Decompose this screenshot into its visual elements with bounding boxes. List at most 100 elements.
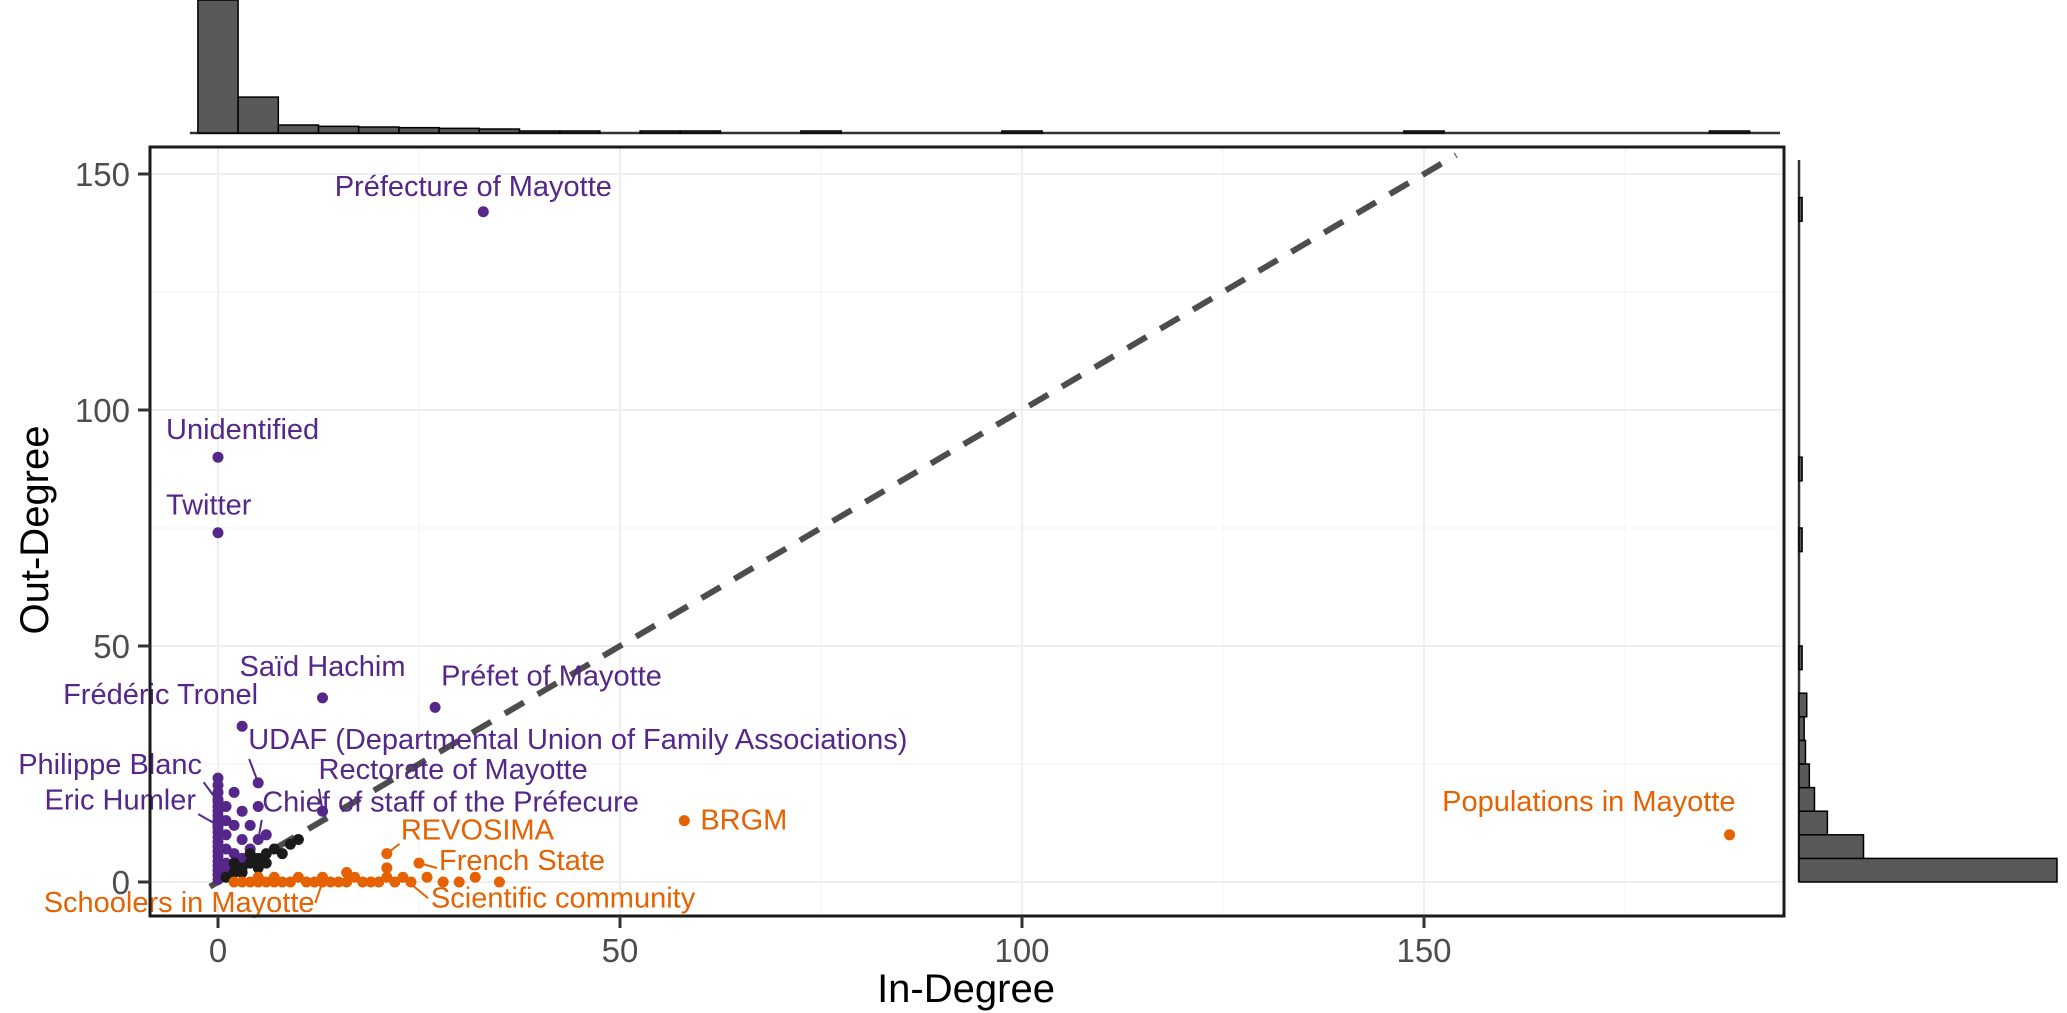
right-histogram-bar — [1798, 763, 1811, 789]
scatter-point — [252, 800, 264, 812]
scatter-point — [228, 819, 240, 831]
point-label: Rectorate of Mayotte — [319, 754, 588, 786]
point-label: Philippe Blanc — [18, 749, 202, 781]
scatter-point — [678, 815, 690, 827]
point-label: Twitter — [166, 490, 252, 522]
scatter-point — [244, 857, 256, 869]
scatter-point — [292, 871, 304, 883]
scatter-point — [437, 876, 449, 888]
label-leader-line — [317, 788, 324, 812]
right-histogram-bar — [1798, 456, 1803, 482]
scatter-point — [212, 451, 224, 463]
y-tick-label: 150 — [75, 156, 130, 193]
scatter-point — [212, 527, 224, 539]
scatter-point — [284, 876, 296, 888]
x-axis-title: In-Degree — [877, 967, 1055, 1011]
scatter-point — [421, 871, 433, 883]
top-histogram-bar — [438, 127, 481, 134]
x-tick-label: 0 — [209, 932, 227, 969]
scatter-point — [236, 852, 248, 864]
point-label: French State — [439, 845, 605, 877]
label-leader-line — [418, 862, 438, 869]
y-tick-label: 50 — [93, 628, 130, 665]
scatter-point — [373, 876, 385, 888]
grid-layer — [150, 147, 1784, 916]
scatter-point — [220, 815, 232, 827]
scatter-point — [308, 876, 320, 888]
scatter-point — [381, 862, 393, 874]
point-label: Préfecture of Mayotte — [335, 171, 612, 203]
point-label: UDAF (Departmental Union of Family Assoc… — [248, 724, 907, 756]
identity-line-layer — [208, 152, 1458, 890]
y-tick-label: 0 — [112, 864, 130, 901]
right-histogram-bar — [1798, 786, 1816, 812]
scatter-point — [252, 852, 264, 864]
top-histogram-bar — [558, 130, 601, 134]
scatter-point — [268, 871, 280, 883]
point-label: Saïd Hachim — [240, 651, 406, 683]
scatter-point — [236, 876, 248, 888]
scatter-point — [349, 871, 361, 883]
top-histogram-bar — [1403, 130, 1445, 134]
label-leader-line — [202, 781, 219, 803]
identity-dashed-line — [208, 152, 1458, 890]
label-leader-line — [248, 758, 260, 784]
scatter-point — [260, 829, 272, 841]
right-histogram-bar — [1798, 645, 1803, 671]
axes-layer: 0 50 100 150 0 50 100 150 — [75, 145, 1786, 969]
scatter-point — [236, 862, 248, 874]
scatter-point — [220, 857, 232, 869]
scatter-point — [1724, 829, 1736, 841]
scatter-point — [212, 772, 224, 784]
point-label: BRGM — [700, 805, 787, 837]
top-histogram-bar — [478, 128, 521, 134]
scatter-point — [236, 720, 248, 732]
scatter-point — [220, 843, 232, 855]
scatter-point — [244, 848, 256, 860]
top-histogram-bar — [679, 130, 722, 134]
point-label: Schoolers in Mayotte — [44, 887, 315, 919]
x-tick-label: 100 — [994, 932, 1049, 969]
x-tick-label: 150 — [1396, 932, 1451, 969]
scatter-point — [252, 871, 264, 883]
top-marginal-histogram — [189, 0, 1780, 135]
top-histogram-bar — [317, 125, 360, 134]
scatter-point — [220, 829, 232, 841]
label-leader-line — [386, 843, 401, 855]
right-histogram-bar — [1798, 857, 2058, 883]
plot-panel-background — [150, 147, 1784, 916]
right-histogram-bar — [1798, 527, 1803, 553]
scatter-point — [228, 867, 240, 879]
top-histogram-bar — [237, 96, 280, 134]
top-histogram-bar — [639, 130, 682, 134]
right-histogram-bar — [1798, 196, 1803, 222]
top-histogram-bar — [1708, 130, 1751, 134]
scatter-point — [260, 857, 272, 869]
scatter-point — [357, 876, 369, 888]
point-label: Unidentified — [166, 414, 319, 446]
scatter-point — [429, 701, 441, 713]
point-label: Eric Humler — [45, 784, 197, 816]
scatter-point — [276, 876, 288, 888]
plot-panel-border — [148, 145, 1786, 918]
right-histogram-bar — [1798, 692, 1808, 718]
top-histogram-bar — [518, 130, 561, 134]
x-tick-label: 50 — [602, 932, 639, 969]
scatter-point — [228, 786, 240, 798]
scatter-point — [276, 848, 288, 860]
top-histogram-bar — [800, 130, 842, 134]
scatter-point — [228, 876, 240, 888]
scatter-point — [220, 800, 232, 812]
label-leader-line — [257, 819, 263, 840]
scatter-point — [236, 805, 248, 817]
right-histogram-bar — [1798, 810, 1829, 836]
scatter-point — [341, 876, 353, 888]
scatter-point — [260, 876, 272, 888]
label-leader-line — [402, 876, 429, 900]
scatter-point — [493, 876, 505, 888]
top-histogram-bar — [1001, 130, 1043, 134]
point-label: Populations in Mayotte — [1442, 786, 1735, 818]
scatter-point — [236, 834, 248, 846]
top-histogram-bar — [197, 0, 239, 134]
